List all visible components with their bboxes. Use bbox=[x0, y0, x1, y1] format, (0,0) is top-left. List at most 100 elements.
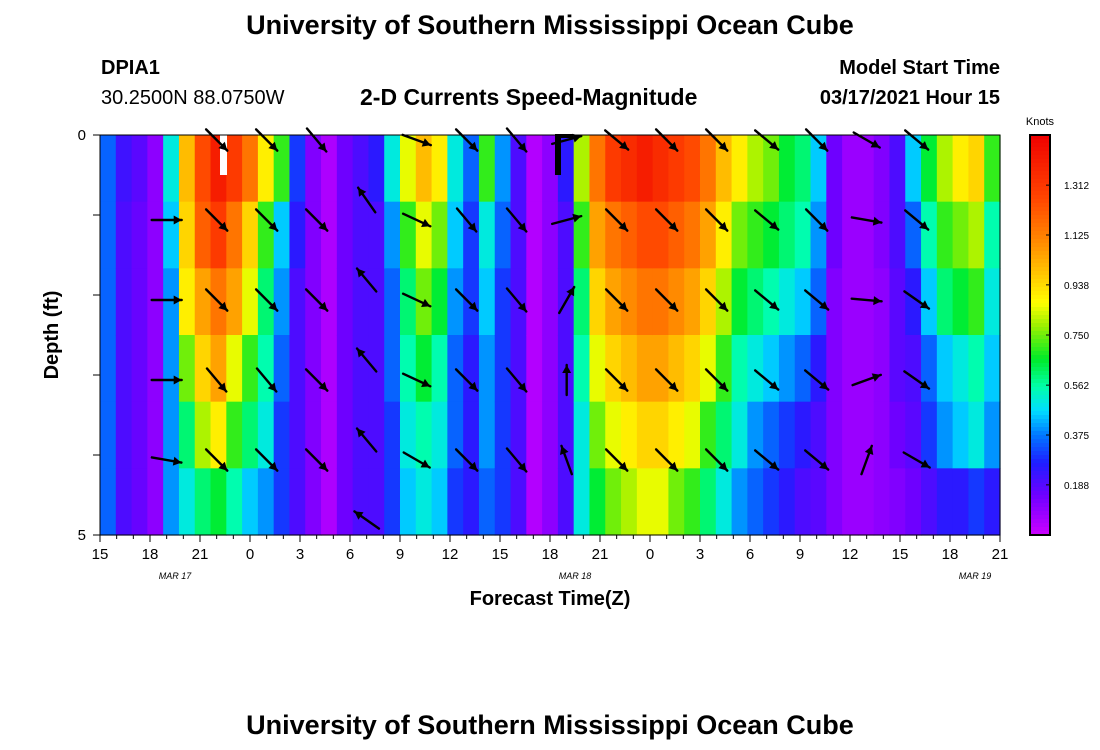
colorbar-segment bbox=[1030, 179, 1050, 184]
heatmap-cell bbox=[889, 468, 906, 536]
current-arrow bbox=[454, 448, 479, 472]
heatmap-cell bbox=[921, 268, 938, 336]
colorbar-segment bbox=[1030, 507, 1050, 512]
heatmap-cell bbox=[257, 335, 275, 403]
colorbar-segment bbox=[1030, 467, 1050, 472]
heatmap-cell bbox=[431, 268, 448, 336]
heatmap-cell bbox=[842, 468, 859, 536]
heatmap-cell bbox=[257, 268, 275, 336]
current-arrow bbox=[204, 128, 229, 152]
colorbar-segment bbox=[1030, 379, 1050, 384]
colorbar-segment bbox=[1030, 307, 1050, 312]
arrow-head bbox=[218, 141, 228, 151]
heatmap-cell bbox=[857, 468, 875, 536]
arrow-head bbox=[358, 187, 367, 197]
heatmap-cell bbox=[968, 401, 985, 469]
current-arrow bbox=[558, 285, 576, 315]
heatmap-cell bbox=[715, 201, 733, 269]
heatmap-cell bbox=[763, 401, 780, 469]
colorbar-segment bbox=[1030, 367, 1050, 372]
heatmap-cell bbox=[447, 201, 464, 269]
colorbar-segment bbox=[1030, 451, 1050, 456]
arrow-head bbox=[718, 461, 728, 471]
heatmap-cell bbox=[131, 268, 148, 336]
x-tick-label: 18 bbox=[942, 546, 959, 563]
colorbar-segment bbox=[1030, 435, 1050, 440]
colorbar-segment bbox=[1030, 295, 1050, 300]
colorbar-segment bbox=[1030, 187, 1050, 192]
heatmap-cell bbox=[778, 135, 796, 203]
arrow-head bbox=[718, 141, 728, 151]
heatmap-cell bbox=[857, 335, 875, 403]
current-arrow bbox=[305, 127, 328, 153]
heatmap-cell bbox=[384, 135, 401, 203]
heatmap-cell bbox=[321, 201, 338, 269]
current-arrow bbox=[304, 288, 329, 312]
heatmap-cell bbox=[652, 335, 670, 403]
heatmap-cell bbox=[510, 335, 527, 403]
colorbar-segment bbox=[1030, 175, 1050, 180]
colorbar-segment bbox=[1030, 343, 1050, 348]
arrow-head bbox=[268, 141, 278, 151]
heatmap-cell bbox=[100, 401, 117, 469]
arrow-head bbox=[218, 461, 228, 471]
model-start-label: Model Start Time bbox=[839, 57, 1000, 79]
arrow-head bbox=[218, 301, 228, 311]
y-axis: 0 5 Depth (ft) bbox=[41, 127, 100, 544]
heatmap-cell bbox=[147, 268, 164, 336]
current-arrow bbox=[754, 129, 780, 151]
heatmap-cell bbox=[463, 201, 480, 269]
heatmap-cell bbox=[242, 335, 259, 403]
surface-marker-black bbox=[555, 135, 561, 175]
colorbar-segment bbox=[1030, 155, 1050, 160]
heatmap-cell bbox=[273, 268, 291, 336]
colorbar-segment bbox=[1030, 391, 1050, 396]
heatmap-cell bbox=[289, 201, 306, 269]
heatmap-cell bbox=[636, 401, 654, 469]
heatmap-cell bbox=[968, 135, 985, 203]
heatmap-cell bbox=[668, 201, 685, 269]
colorbar-segment bbox=[1030, 403, 1050, 408]
current-arrow bbox=[505, 447, 528, 473]
x-tick-label: 0 bbox=[246, 546, 254, 563]
heatmap-cell bbox=[100, 201, 117, 269]
heatmap-cell bbox=[131, 135, 148, 203]
heatmap-cell bbox=[763, 335, 780, 403]
surface-marker-white bbox=[220, 135, 227, 175]
heatmap-cell bbox=[289, 335, 306, 403]
heatmap-cell bbox=[921, 135, 938, 203]
x-tick-label: 15 bbox=[92, 546, 109, 563]
heatmap-cell bbox=[178, 335, 196, 403]
arrow-head bbox=[818, 221, 828, 231]
colorbar: Knots 1.312 1.125 0.938 0.750 0.562 0.375 0.188 bbox=[1026, 116, 1089, 536]
heatmap-cell bbox=[147, 468, 164, 536]
colorbar-segment bbox=[1030, 431, 1050, 436]
heatmap-cell bbox=[778, 468, 796, 536]
heatmap-cell bbox=[573, 401, 591, 469]
heatmap-cell bbox=[684, 201, 701, 269]
colorbar-segment bbox=[1030, 255, 1050, 260]
heatmap-cell bbox=[526, 201, 543, 269]
heatmap-cell bbox=[431, 335, 448, 403]
heatmap-cell bbox=[794, 335, 812, 403]
current-arrow bbox=[401, 292, 432, 308]
heatmap-cell bbox=[542, 268, 559, 336]
arrow-head bbox=[267, 382, 277, 392]
heatmap-cell bbox=[352, 468, 370, 536]
current-arrow bbox=[401, 133, 432, 147]
heatmap-cell bbox=[747, 268, 764, 336]
heatmap-cell bbox=[826, 468, 843, 536]
heatmap-cell bbox=[700, 201, 717, 269]
colorbar-segment bbox=[1030, 247, 1050, 252]
heatmap-cell bbox=[321, 268, 338, 336]
colorbar-segment bbox=[1030, 291, 1050, 296]
heatmap-cell bbox=[936, 401, 954, 469]
arrow-head bbox=[919, 221, 929, 230]
heatmap-cell bbox=[494, 335, 512, 403]
arrow-head bbox=[618, 301, 628, 311]
heatmap-cell bbox=[842, 335, 859, 403]
heatmap-cell bbox=[589, 401, 606, 469]
heatmap-cell bbox=[115, 201, 133, 269]
heatmap-cell bbox=[700, 401, 717, 469]
heatmap-cell bbox=[621, 335, 638, 403]
